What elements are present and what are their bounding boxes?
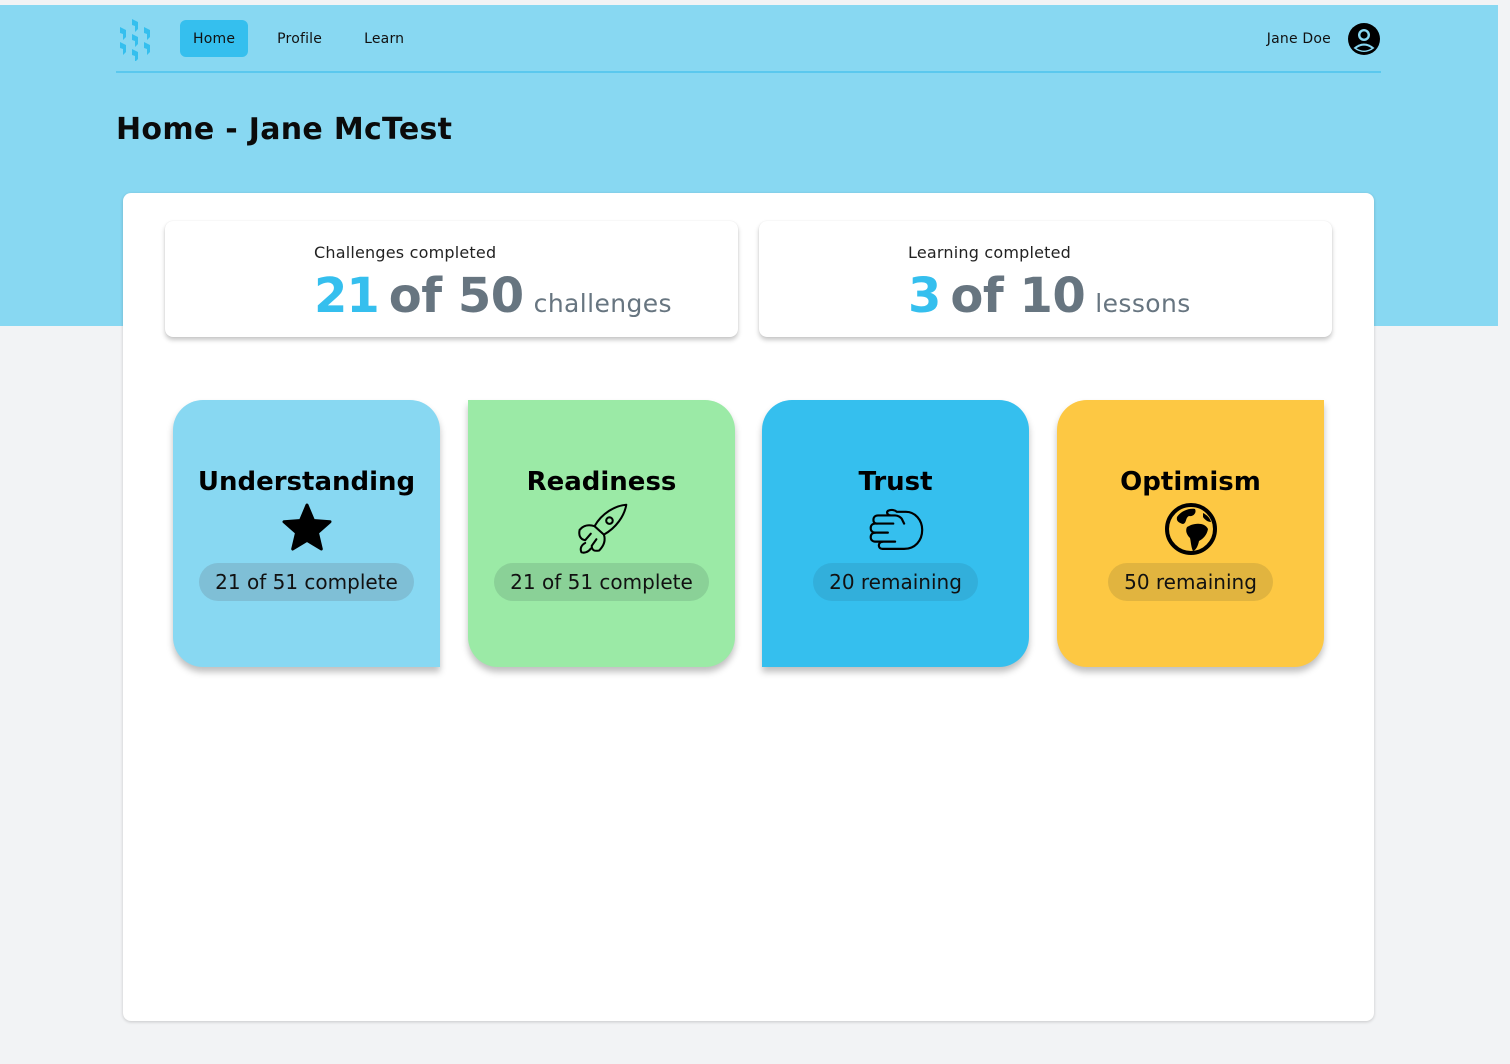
tile-title: Trust [858,467,933,497]
stat-value: 3 of 10 lessons [908,270,1191,322]
stat-count: 3 [908,268,941,324]
user-circle-icon[interactable] [1347,22,1381,56]
user-name[interactable]: Jane Doe [1266,30,1331,47]
stat-value: 21 of 50 challenges [314,270,672,322]
page-title: Home - Jane McTest [116,112,453,147]
tile-readiness[interactable]: Readiness 21 of 51 complete [468,400,735,667]
rocket-icon [574,501,630,557]
stat-unit: challenges [533,289,672,318]
tab-home[interactable]: Home [180,20,249,57]
top-strip [0,0,1510,5]
stat-total: of 50 [388,268,524,324]
hand-icon [868,501,924,557]
stat-count: 21 [314,268,380,324]
tab-learn[interactable]: Learn [364,30,405,47]
tile-progress-badge: 50 remaining [1108,563,1273,601]
navbar: Home Profile Learn Jane Doe [116,5,1381,72]
tile-understanding[interactable]: Understanding 21 of 51 complete [173,400,440,667]
stat-label: Challenges completed [314,243,497,262]
tile-progress-badge: 21 of 51 complete [199,563,414,601]
tile-title: Optimism [1120,467,1261,497]
right-edge [1498,0,1510,1064]
tile-title: Readiness [526,467,677,497]
nav-divider [116,71,1381,73]
stat-total: of 10 [950,268,1086,324]
tile-progress-badge: 21 of 51 complete [494,563,709,601]
tab-profile[interactable]: Profile [277,30,323,47]
tile-progress-badge: 20 remaining [813,563,978,601]
globe-icon [1163,501,1219,557]
tile-title: Understanding [197,467,416,497]
stat-card-challenges: Challenges completed 21 of 50 challenges [165,221,738,337]
tile-optimism[interactable]: Optimism 50 remaining [1057,400,1324,667]
stat-card-learning: Learning completed 3 of 10 lessons [759,221,1332,337]
main-card: Challenges completed 21 of 50 challenges… [123,193,1374,1021]
stat-unit: lessons [1095,289,1191,318]
tile-trust[interactable]: Trust 20 remaining [762,400,1029,667]
app-logo-icon[interactable] [116,17,156,61]
star-icon [279,501,335,557]
stat-label: Learning completed [908,243,1072,262]
